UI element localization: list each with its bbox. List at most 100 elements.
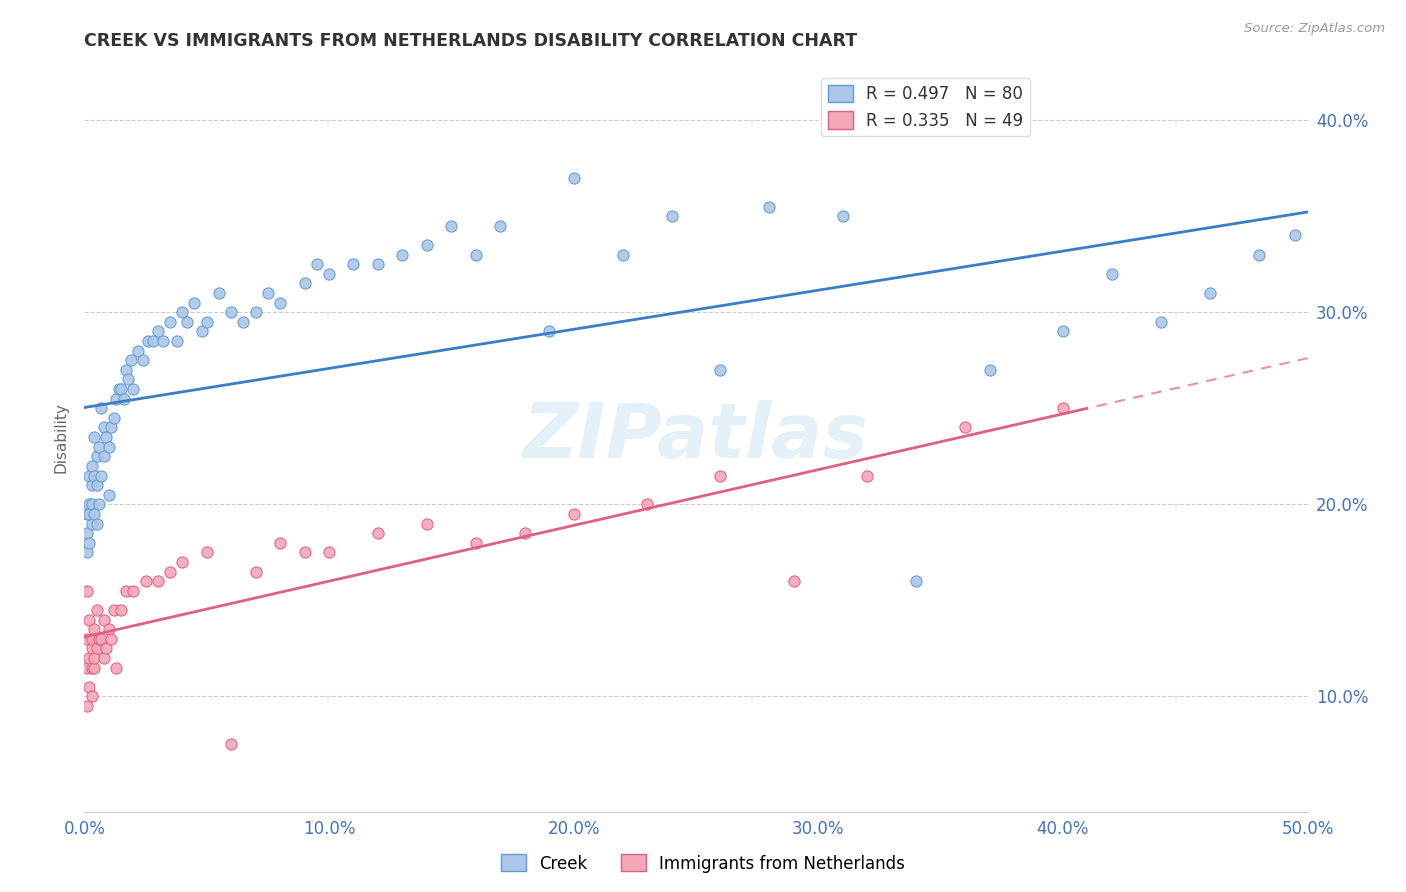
- Point: [783, 574, 806, 589]
- Point: [87, 440, 110, 454]
- Point: [100, 420, 122, 434]
- Point: [269, 535, 291, 549]
- Point: [117, 372, 139, 386]
- Point: [562, 170, 585, 185]
- Point: [219, 738, 242, 752]
- Point: [661, 209, 683, 223]
- Point: [80, 516, 103, 531]
- Point: [232, 315, 254, 329]
- Point: [77, 613, 100, 627]
- Point: [464, 247, 486, 261]
- Point: [103, 410, 125, 425]
- Point: [93, 450, 115, 464]
- Point: [1052, 325, 1074, 339]
- Point: [96, 430, 118, 444]
- Point: [219, 305, 242, 319]
- Legend: R = 0.497   N = 80, R = 0.335   N = 49: R = 0.497 N = 80, R = 0.335 N = 49: [821, 78, 1031, 136]
- Point: [1284, 228, 1306, 243]
- Point: [122, 382, 145, 396]
- Point: [76, 699, 98, 714]
- Point: [127, 343, 149, 358]
- Point: [77, 497, 100, 511]
- Point: [83, 468, 105, 483]
- Point: [142, 334, 165, 348]
- Point: [96, 641, 118, 656]
- Point: [97, 622, 120, 636]
- Point: [80, 660, 103, 674]
- Point: [416, 516, 439, 531]
- Point: [83, 507, 105, 521]
- Point: [979, 363, 1001, 377]
- Point: [612, 247, 634, 261]
- Point: [115, 583, 138, 598]
- Point: [80, 641, 103, 656]
- Text: ZIPatlas: ZIPatlas: [523, 401, 869, 474]
- Point: [76, 545, 98, 559]
- Point: [709, 468, 731, 483]
- Point: [77, 468, 100, 483]
- Point: [110, 603, 132, 617]
- Point: [97, 488, 120, 502]
- Point: [77, 507, 100, 521]
- Point: [172, 305, 194, 319]
- Point: [87, 632, 110, 646]
- Point: [107, 382, 129, 396]
- Point: [1198, 285, 1220, 300]
- Point: [93, 420, 115, 434]
- Point: [489, 219, 512, 233]
- Point: [76, 632, 98, 646]
- Point: [191, 325, 214, 339]
- Point: [1101, 267, 1123, 281]
- Point: [97, 440, 120, 454]
- Point: [86, 641, 108, 656]
- Point: [83, 622, 105, 636]
- Point: [709, 363, 731, 377]
- Point: [86, 478, 108, 492]
- Point: [269, 295, 291, 310]
- Point: [416, 238, 439, 252]
- Point: [294, 277, 316, 291]
- Point: [132, 353, 155, 368]
- Point: [122, 583, 145, 598]
- Point: [636, 497, 658, 511]
- Point: [112, 392, 135, 406]
- Point: [342, 257, 364, 271]
- Point: [80, 478, 103, 492]
- Point: [93, 613, 115, 627]
- Point: [86, 516, 108, 531]
- Point: [856, 468, 879, 483]
- Point: [294, 545, 316, 559]
- Point: [76, 660, 98, 674]
- Point: [305, 257, 328, 271]
- Point: [195, 315, 218, 329]
- Point: [86, 450, 108, 464]
- Point: [257, 285, 280, 300]
- Text: CREEK VS IMMIGRANTS FROM NETHERLANDS DISABILITY CORRELATION CHART: CREEK VS IMMIGRANTS FROM NETHERLANDS DIS…: [84, 32, 858, 50]
- Point: [318, 545, 340, 559]
- Point: [77, 680, 100, 694]
- Point: [146, 574, 169, 589]
- Point: [1247, 247, 1270, 261]
- Point: [464, 535, 486, 549]
- Point: [100, 632, 122, 646]
- Point: [758, 200, 780, 214]
- Point: [159, 565, 181, 579]
- Point: [146, 325, 169, 339]
- Point: [83, 430, 105, 444]
- Point: [76, 526, 98, 541]
- Point: [135, 574, 157, 589]
- Point: [80, 458, 103, 473]
- Point: [77, 535, 100, 549]
- Legend: Creek, Immigrants from Netherlands: Creek, Immigrants from Netherlands: [495, 847, 911, 880]
- Point: [208, 285, 231, 300]
- Point: [195, 545, 218, 559]
- Point: [166, 334, 188, 348]
- Point: [105, 660, 128, 674]
- Point: [245, 565, 267, 579]
- Point: [245, 305, 267, 319]
- Point: [103, 603, 125, 617]
- Point: [562, 507, 585, 521]
- Point: [83, 651, 105, 665]
- Point: [76, 583, 98, 598]
- Point: [367, 526, 389, 541]
